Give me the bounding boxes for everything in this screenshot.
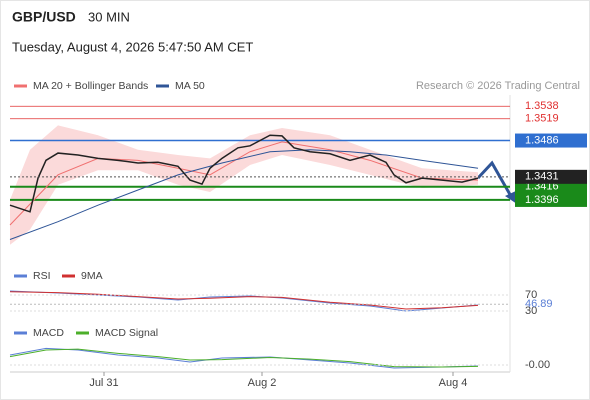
level-box — [515, 192, 587, 207]
level-label: 1.3396 — [525, 194, 559, 206]
level-box — [515, 133, 587, 148]
level-label: 1.3519 — [525, 113, 559, 125]
level-label: 1.3538 — [525, 100, 559, 112]
credit: Research © 2026 Trading Central — [416, 80, 580, 92]
x-tick-label: Aug 2 — [248, 377, 277, 389]
x-tick-label: Aug 4 — [439, 377, 468, 389]
datetime: Tuesday, August 4, 2026 5:47:50 AM CET — [12, 39, 253, 54]
level-label: 1.3486 — [525, 134, 559, 146]
x-tick-label: Jul 31 — [89, 377, 118, 389]
bollinger-band — [10, 125, 478, 245]
last-label: 46.89 — [525, 298, 553, 310]
last-box — [515, 169, 587, 184]
symbol: GBP/USD — [12, 9, 76, 25]
y-tick-label: -0.00 — [525, 359, 550, 371]
legend-label: MA 20 + Bollinger Bands — [33, 80, 148, 92]
series-line — [9, 347, 479, 369]
legend-label: MACD Signal — [95, 327, 158, 339]
legend-label: MA 50 — [175, 80, 205, 92]
legend-label: MACD — [33, 327, 64, 339]
series-line — [9, 348, 479, 368]
y-tick-label: 70 — [525, 289, 537, 301]
legend-label: RSI — [33, 270, 51, 282]
price-line — [9, 134, 479, 213]
arrow-head — [505, 190, 518, 204]
last-label: 1.3431 — [525, 171, 559, 183]
y-tick-label: 30 — [525, 305, 537, 317]
series-line — [9, 141, 479, 226]
series-line — [9, 291, 479, 310]
legend-label: 9MA — [81, 270, 103, 282]
series-line — [9, 149, 479, 240]
interval: 30 MIN — [88, 9, 130, 24]
